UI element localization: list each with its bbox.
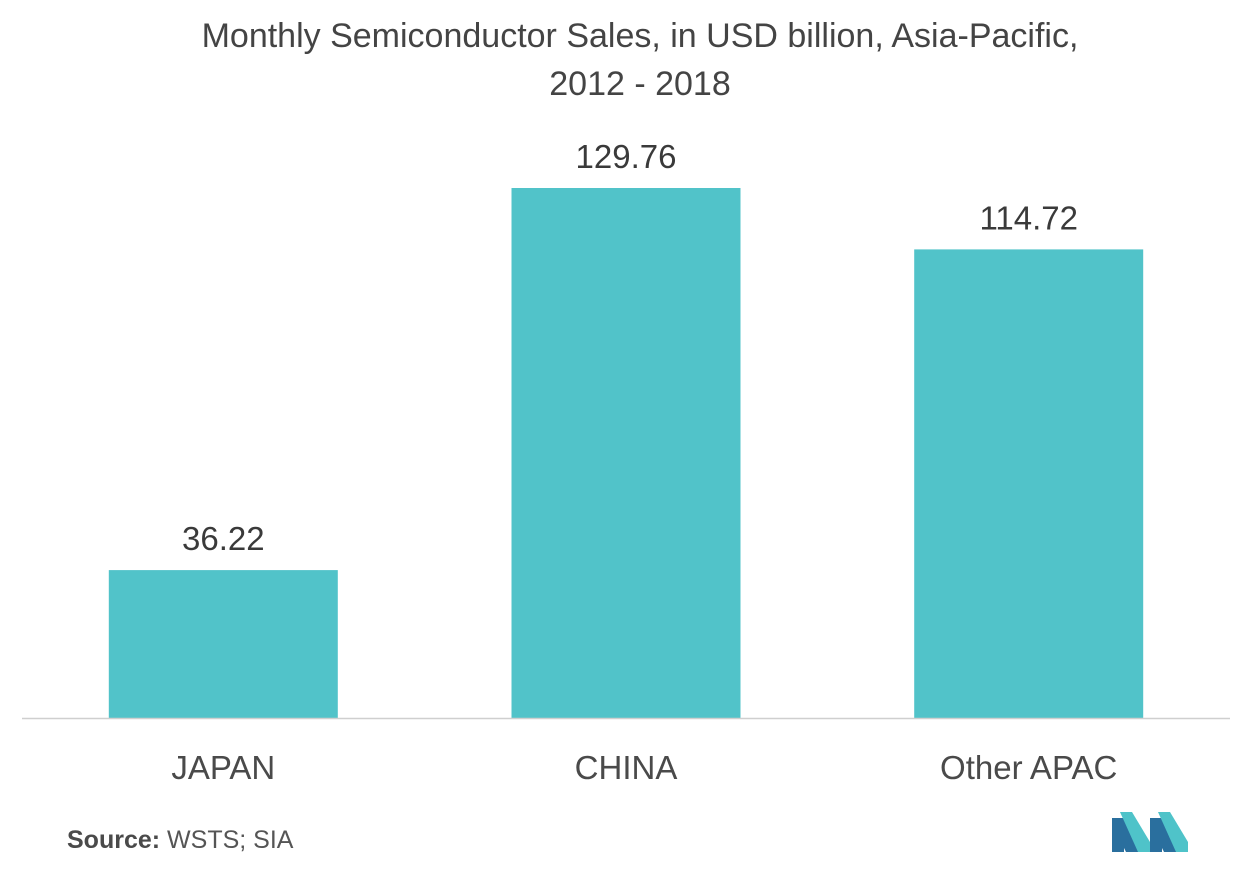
bar-japan xyxy=(108,570,338,718)
data-label-china: 129.76 xyxy=(576,138,677,175)
data-label-other-apac: 114.72 xyxy=(979,199,1077,236)
chart-title: Monthly Semiconductor Sales, in USD bill… xyxy=(60,12,1220,108)
bar-china xyxy=(511,188,741,718)
mordor-intelligence-logo-icon xyxy=(1112,812,1188,852)
source-note: Source: WSTS; SIA xyxy=(67,826,293,855)
source-text: WSTS; SIA xyxy=(167,826,294,854)
source-label: Source: xyxy=(67,826,161,854)
x-tick-label-japan: JAPAN xyxy=(171,749,275,786)
x-tick-label-china: CHINA xyxy=(575,749,678,786)
labels-layer: 36.22 JAPAN 129.76 CHINA 114.72 Other APAC xyxy=(171,138,1117,786)
chart-title-line-2: 2012 - 2018 xyxy=(549,65,731,103)
chart-title-line-1: Monthly Semiconductor Sales, in USD bill… xyxy=(201,17,1079,55)
x-tick-label-other-apac: Other APAC xyxy=(940,749,1117,786)
data-label-japan: 36.22 xyxy=(182,520,265,557)
bar-other-apac xyxy=(914,249,1144,718)
bars-layer xyxy=(108,188,1144,718)
